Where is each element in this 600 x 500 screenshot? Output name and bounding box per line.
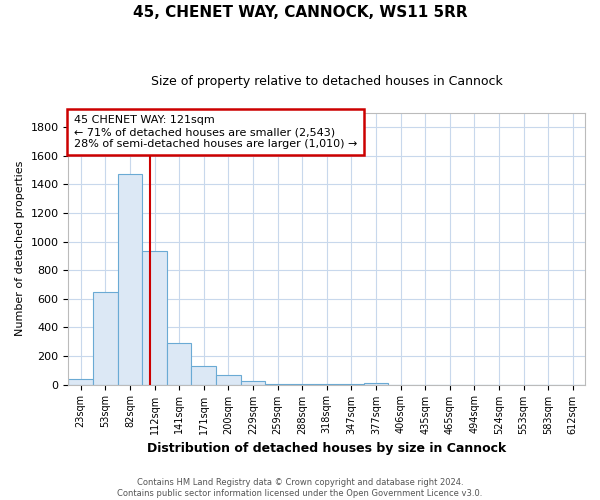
Bar (118, 174, 142, 384)
X-axis label: Distribution of detached houses by size in Cannock: Distribution of detached houses by size … (147, 442, 506, 455)
Y-axis label: Number of detached properties: Number of detached properties (15, 161, 25, 336)
Text: 45, CHENET WAY, CANNOCK, WS11 5RR: 45, CHENET WAY, CANNOCK, WS11 5RR (133, 5, 467, 20)
Bar (191, 366, 216, 384)
Bar (216, 376, 241, 384)
Text: 45 CHENET WAY: 121sqm
← 71% of detached houses are smaller (2,543)
28% of semi-d: 45 CHENET WAY: 121sqm ← 71% of detached … (74, 116, 357, 148)
Bar (167, 343, 191, 384)
Title: Size of property relative to detached houses in Cannock: Size of property relative to detached ho… (151, 75, 503, 88)
Bar (142, 251, 167, 384)
Bar (241, 381, 265, 384)
Text: Contains HM Land Registry data © Crown copyright and database right 2024.
Contai: Contains HM Land Registry data © Crown c… (118, 478, 482, 498)
Bar (93, 292, 118, 384)
Bar (364, 383, 388, 384)
Bar (68, 379, 93, 384)
